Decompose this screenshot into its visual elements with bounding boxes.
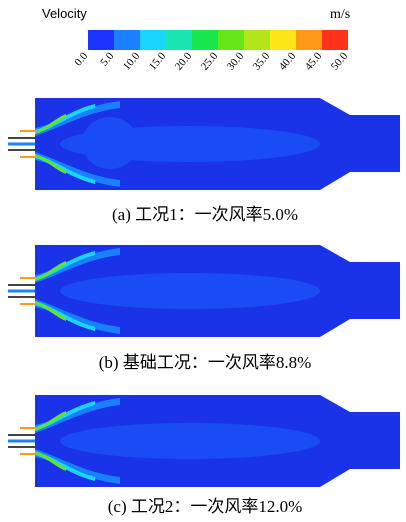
- legend-unit: m/s: [330, 7, 350, 22]
- colorbar-tick-label: 15.0: [147, 50, 169, 73]
- colorbar-tick-label: 50.0: [329, 50, 351, 73]
- color-swatch: [88, 30, 114, 50]
- caption: (c) 工况2：一次风率12.0%: [108, 497, 303, 516]
- color-swatch: [244, 30, 270, 50]
- caption: (a) 工况1：一次风率5.0%: [112, 205, 298, 224]
- colorbar-tick-label: 25.0: [199, 50, 221, 73]
- contour-plot: [8, 395, 400, 487]
- color-swatch: [322, 30, 348, 50]
- colorbar-tick-label: 10.0: [121, 50, 143, 73]
- colorbar-tick-label: 30.0: [225, 50, 247, 73]
- color-swatch: [296, 30, 322, 50]
- figure: Velocity m/s 0.0 5.0 10.015.020.025.030.03…: [0, 0, 406, 522]
- colorbar-tick-label: 0.0: [72, 50, 90, 69]
- color-swatch: [140, 30, 166, 50]
- colorbar-tick-label: 20.0: [173, 50, 195, 73]
- color-swatch: [218, 30, 244, 50]
- color-swatch: [192, 30, 218, 50]
- colorbar-tick-label: 45.0: [303, 50, 325, 73]
- legend-title: Velocity: [42, 6, 87, 21]
- contour-plot: [8, 98, 400, 190]
- colorbar-tick-label: 40.0: [277, 50, 299, 73]
- recirculation-zone: [82, 117, 138, 169]
- colorbar-tick-label: 35.0: [251, 50, 273, 73]
- caption: (b) 基础工况：一次风率8.8%: [99, 353, 311, 372]
- colorbar-tick-label: 5.0: [98, 50, 116, 69]
- color-swatch: [270, 30, 296, 50]
- contour-plot: [8, 245, 400, 337]
- color-swatch: [166, 30, 192, 50]
- color-swatch: [114, 30, 140, 50]
